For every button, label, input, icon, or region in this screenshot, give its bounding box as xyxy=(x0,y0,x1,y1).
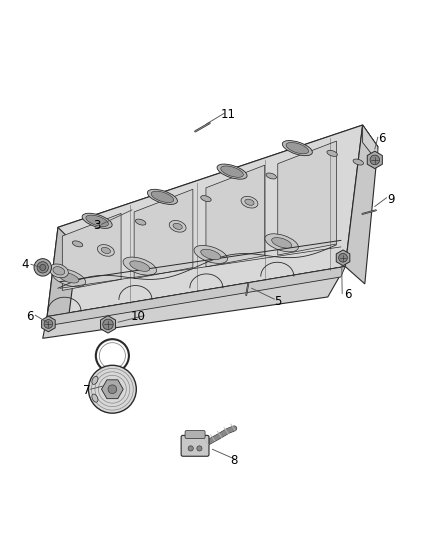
Ellipse shape xyxy=(173,223,182,229)
Ellipse shape xyxy=(82,213,112,228)
Polygon shape xyxy=(58,125,378,247)
Polygon shape xyxy=(363,125,378,162)
Ellipse shape xyxy=(266,173,276,179)
Circle shape xyxy=(339,254,347,262)
Ellipse shape xyxy=(97,245,114,256)
Ellipse shape xyxy=(169,221,186,232)
Text: 7: 7 xyxy=(82,384,90,397)
Ellipse shape xyxy=(327,150,337,156)
Ellipse shape xyxy=(353,159,364,165)
Circle shape xyxy=(103,319,113,329)
Polygon shape xyxy=(62,213,121,290)
Polygon shape xyxy=(345,125,378,284)
Polygon shape xyxy=(367,151,382,168)
Ellipse shape xyxy=(86,215,108,227)
Ellipse shape xyxy=(135,219,146,225)
Ellipse shape xyxy=(201,249,221,260)
Text: 10: 10 xyxy=(131,310,146,323)
Polygon shape xyxy=(102,380,123,399)
Ellipse shape xyxy=(221,166,244,177)
Polygon shape xyxy=(47,125,363,317)
Ellipse shape xyxy=(72,241,83,247)
Circle shape xyxy=(44,320,53,328)
Text: 6: 6 xyxy=(378,132,386,144)
Ellipse shape xyxy=(265,234,298,252)
Ellipse shape xyxy=(283,141,312,156)
Ellipse shape xyxy=(101,247,110,254)
Text: 5: 5 xyxy=(274,295,282,308)
Circle shape xyxy=(88,365,136,413)
Ellipse shape xyxy=(92,376,98,384)
Ellipse shape xyxy=(245,199,254,205)
Text: 9: 9 xyxy=(387,192,395,206)
Ellipse shape xyxy=(217,164,247,179)
Circle shape xyxy=(108,385,117,393)
Ellipse shape xyxy=(130,261,150,271)
Ellipse shape xyxy=(151,191,174,203)
Ellipse shape xyxy=(272,238,292,248)
Circle shape xyxy=(188,446,193,451)
Ellipse shape xyxy=(92,394,98,402)
Polygon shape xyxy=(43,266,345,327)
Ellipse shape xyxy=(49,264,68,278)
Text: 6: 6 xyxy=(26,310,33,323)
Text: 11: 11 xyxy=(220,108,235,120)
Ellipse shape xyxy=(59,272,79,283)
Ellipse shape xyxy=(148,189,177,205)
FancyBboxPatch shape xyxy=(181,435,209,456)
Ellipse shape xyxy=(52,269,85,287)
Polygon shape xyxy=(100,316,116,333)
Polygon shape xyxy=(43,266,345,338)
Ellipse shape xyxy=(286,142,309,154)
Polygon shape xyxy=(336,250,350,265)
Text: 6: 6 xyxy=(344,288,351,301)
Polygon shape xyxy=(42,316,55,332)
Circle shape xyxy=(370,155,380,165)
Ellipse shape xyxy=(53,266,65,275)
Ellipse shape xyxy=(201,196,211,201)
Polygon shape xyxy=(278,141,336,255)
Text: 3: 3 xyxy=(93,219,101,232)
FancyBboxPatch shape xyxy=(185,431,205,439)
Polygon shape xyxy=(206,165,265,267)
Polygon shape xyxy=(47,228,78,333)
Circle shape xyxy=(197,446,202,451)
Circle shape xyxy=(40,264,46,270)
Ellipse shape xyxy=(123,257,156,275)
Text: 4: 4 xyxy=(21,258,29,271)
Ellipse shape xyxy=(241,196,258,208)
Circle shape xyxy=(34,259,51,276)
Text: 8: 8 xyxy=(230,454,238,467)
Circle shape xyxy=(37,262,48,273)
Polygon shape xyxy=(134,189,193,279)
Ellipse shape xyxy=(194,245,227,263)
